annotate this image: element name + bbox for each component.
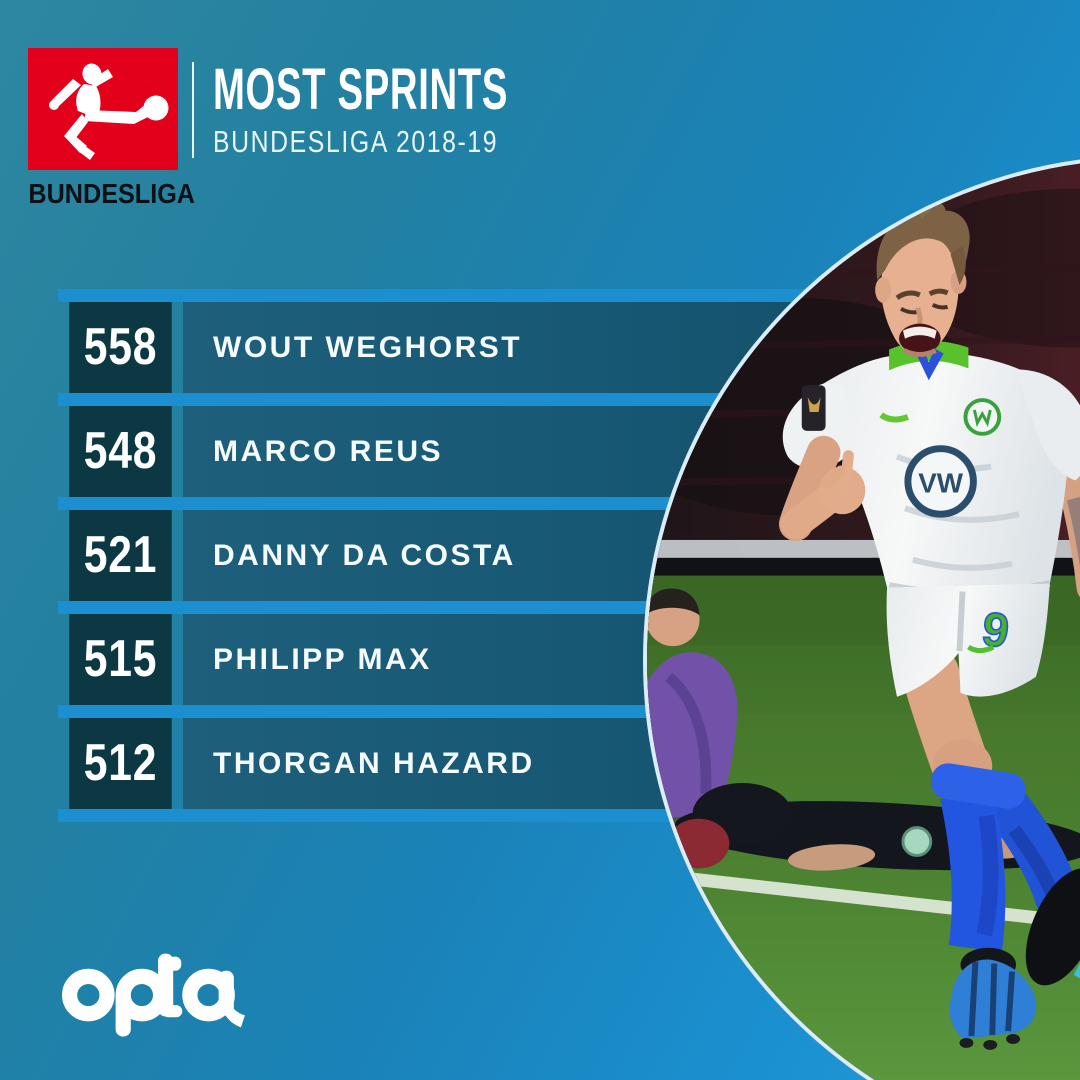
sprint-count: 558: [69, 302, 172, 393]
sprint-count: 521: [69, 510, 172, 601]
bundesliga-player-icon: [49, 63, 169, 160]
sprint-count: 512: [69, 718, 172, 809]
club-crest: [963, 398, 1002, 436]
bundesliga-wordmark: BUNDESLIGA: [28, 178, 196, 209]
cup-badge: [801, 385, 826, 431]
sprint-count: 515: [69, 614, 172, 705]
sprint-count: 548: [69, 406, 172, 497]
svg-text:VW: VW: [918, 467, 964, 498]
opta-logo: [57, 938, 249, 1040]
opta-wordmark-icon: [62, 953, 245, 1037]
page-subtitle: BUNDESLIGA 2018-19: [213, 124, 499, 159]
page-title: MOST SPRINTS: [213, 57, 509, 122]
header-divider: [192, 62, 194, 158]
bundesliga-logo: [28, 48, 178, 170]
sponsor-logo: VW: [904, 445, 977, 518]
nike-swoosh-icon: [879, 412, 909, 423]
